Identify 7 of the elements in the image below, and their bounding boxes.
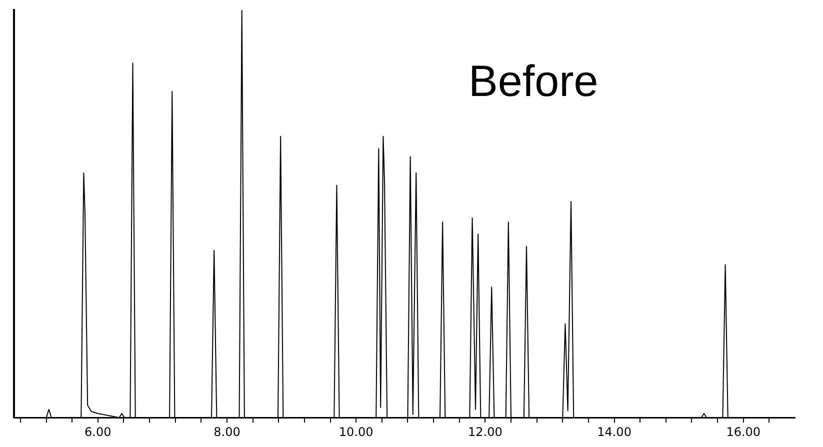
x-tick-label: 16.00 bbox=[726, 424, 761, 439]
x-tick-label: 8.00 bbox=[214, 424, 240, 439]
x-tick-label: 12.00 bbox=[468, 424, 502, 439]
x-tick-label: 6.00 bbox=[84, 424, 112, 439]
annotation: Before bbox=[468, 57, 598, 106]
x-tick-label: 14.00 bbox=[597, 424, 632, 439]
x-tick-label: 10.00 bbox=[338, 424, 374, 439]
